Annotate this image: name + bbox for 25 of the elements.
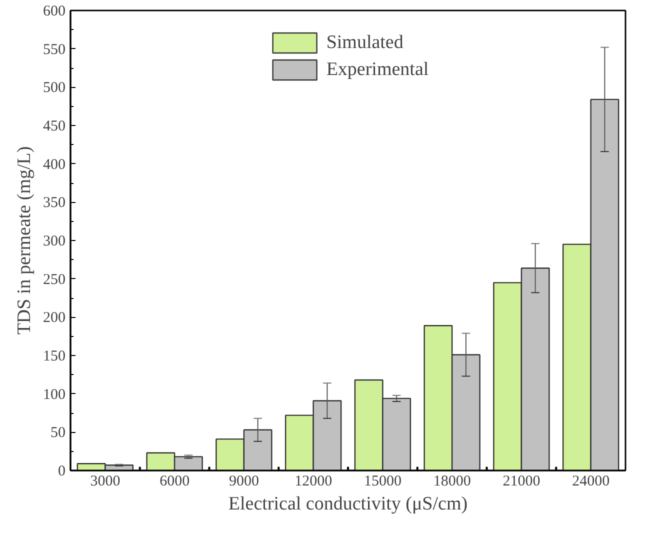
x-axis-title: Electrical conductivity (μS/cm) (228, 494, 468, 514)
y-tick-label: 150 (43, 348, 66, 364)
x-tick-label: 3000 (90, 474, 120, 490)
y-axis-title: TDS in permeate (mg/L) (14, 146, 35, 335)
x-tick-label: 24000 (572, 474, 610, 490)
y-tick-label: 50 (50, 425, 66, 442)
x-tick-label: 9000 (228, 474, 259, 490)
y-tick-label: 300 (43, 234, 66, 250)
legend-label: Simulated (326, 32, 404, 54)
x-tick-label: 15000 (364, 474, 402, 490)
x-tick-label: 21000 (502, 474, 540, 490)
y-tick-label: 500 (43, 80, 66, 96)
y-tick-label: 400 (43, 156, 66, 173)
y-tick-label: 0 (58, 464, 66, 480)
y-tick-label: 250 (43, 272, 66, 288)
y-tick-label: 550 (43, 42, 66, 58)
legend-label: Experimental (326, 58, 429, 80)
y-tick-label: 200 (43, 310, 66, 326)
x-tick-label: 12000 (294, 474, 332, 490)
y-tick-label: 350 (43, 195, 66, 212)
y-tick-label: 600 (43, 4, 66, 20)
y-tick-label: 100 (43, 386, 66, 403)
y-tick-label: 450 (43, 118, 66, 134)
x-tick-label: 18000 (433, 474, 471, 490)
x-tick-label: 6000 (160, 474, 190, 490)
